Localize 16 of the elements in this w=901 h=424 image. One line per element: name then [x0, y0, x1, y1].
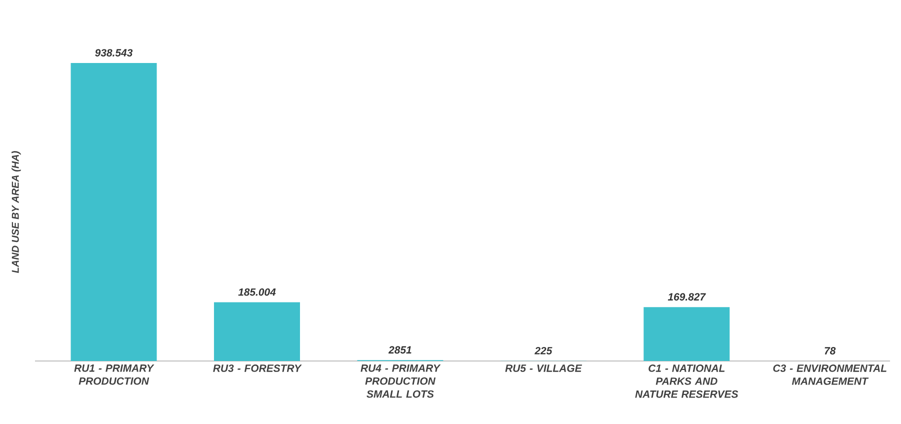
x-tick-label: RU5 - VILLAGE [505, 364, 582, 372]
data-label: 185.004 [238, 288, 276, 296]
bar [644, 307, 730, 361]
data-label: 78 [824, 347, 836, 354]
data-label: 2851 [388, 346, 412, 354]
x-tick-label: C3 - ENVIRONMENTAL MANAGEMENT [773, 364, 886, 385]
y-axis-title: LAND USE BY AREA (HA) [12, 151, 21, 273]
bar [214, 302, 300, 361]
bar [70, 62, 157, 361]
data-label: 938.543 [95, 49, 133, 56]
data-label: 169.827 [668, 293, 706, 301]
x-tick-label: RU4 - PRIMARY PRODUCTION SMALL LOTS [360, 364, 441, 398]
data-label: 225 [534, 347, 552, 354]
x-tick-label: RU1 - PRIMARY PRODUCTION [74, 364, 154, 385]
x-tick-label: RU3 - FORESTRY [213, 364, 302, 372]
x-tick-label: C1 - NATIONAL PARKS AND NATURE RESERVES [635, 364, 738, 398]
